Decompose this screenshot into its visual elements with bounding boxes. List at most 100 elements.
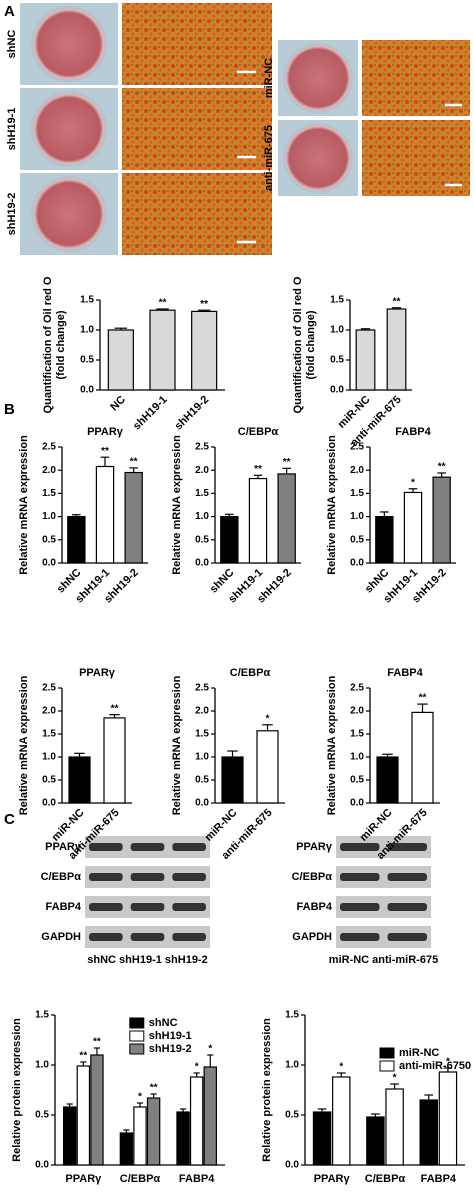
y-tick-label: 2.5 bbox=[350, 683, 364, 694]
y-tick-label: 0.0 bbox=[80, 385, 94, 396]
blot-row-label: FABP4 bbox=[46, 901, 82, 913]
y-axis-label: Quantification of Oil red O bbox=[292, 276, 304, 413]
blot-row-label: C/EBPα bbox=[292, 871, 333, 883]
blot-strip bbox=[336, 866, 431, 888]
blot-strip bbox=[336, 926, 431, 948]
error-bar bbox=[100, 456, 110, 467]
error-bar bbox=[74, 752, 85, 757]
bar bbox=[107, 329, 134, 391]
y-tick-label: 1.5 bbox=[42, 729, 56, 740]
bar bbox=[119, 1132, 134, 1166]
significance: ** bbox=[200, 299, 208, 310]
significance: ** bbox=[130, 457, 138, 468]
x-tick-label: shH19-2 bbox=[173, 394, 212, 433]
image-label: shH19-2 bbox=[6, 193, 18, 236]
error-bar bbox=[136, 1102, 144, 1107]
dish bbox=[283, 123, 353, 193]
error-bar bbox=[408, 488, 418, 493]
error-bar bbox=[262, 724, 273, 731]
bar bbox=[248, 477, 268, 564]
legend-label: anti-miR-6750 bbox=[399, 1060, 471, 1072]
bar bbox=[63, 1106, 77, 1166]
dish bbox=[283, 43, 353, 113]
blot-strip bbox=[336, 896, 431, 918]
legend-label: miR-NC bbox=[399, 1047, 439, 1059]
y-tick-label: 1.5 bbox=[350, 729, 364, 740]
bar bbox=[332, 1076, 351, 1166]
error-bar bbox=[227, 750, 238, 757]
y-tick-label: 2.0 bbox=[350, 465, 364, 476]
significance: ** bbox=[111, 703, 119, 714]
bar bbox=[176, 1111, 190, 1166]
x-tick-label: shH19-1 bbox=[131, 394, 170, 433]
significance: ** bbox=[419, 693, 427, 704]
significance: ** bbox=[79, 1051, 87, 1062]
y-tick-label: 0.5 bbox=[195, 534, 209, 545]
y-axis-label: Relative mRNA expression bbox=[171, 435, 183, 575]
blot-band bbox=[387, 873, 427, 881]
y-axis-label: Relative protein expression bbox=[261, 1018, 273, 1162]
error-bar bbox=[437, 472, 446, 478]
blot-lane-labels: miR-NC anti-miR-675 bbox=[329, 954, 438, 966]
dish bbox=[31, 176, 107, 252]
significance: * bbox=[411, 477, 415, 488]
y-tick-label: 1.5 bbox=[42, 488, 56, 499]
y-tick-label: 1.0 bbox=[350, 752, 364, 763]
bar bbox=[256, 730, 279, 804]
y-tick-label: 0.5 bbox=[42, 775, 56, 786]
dish bbox=[31, 6, 107, 82]
bar bbox=[203, 1066, 217, 1166]
bar bbox=[68, 756, 91, 804]
x-tick-label: C/EBPα bbox=[120, 1173, 161, 1185]
blot-row-label: PPARγ bbox=[296, 841, 333, 853]
blot-band bbox=[340, 873, 380, 881]
chart-title: FABP4 bbox=[395, 426, 431, 438]
error-bar bbox=[391, 307, 402, 309]
y-axis-label: Quantification of Oil red O bbox=[42, 276, 54, 413]
y-axis-label: Relative protein expression bbox=[11, 1018, 23, 1162]
bar bbox=[376, 756, 399, 804]
blot-band bbox=[172, 903, 206, 911]
significance: * bbox=[138, 1092, 142, 1103]
x-tick-label: FABP4 bbox=[421, 1173, 457, 1185]
blot-band bbox=[89, 873, 123, 881]
image-label: shH19-1 bbox=[6, 108, 18, 151]
y-tick-label: 0.5 bbox=[330, 355, 344, 366]
error-bar bbox=[225, 513, 234, 517]
y-tick-label: 1.0 bbox=[350, 511, 364, 522]
error-bar bbox=[360, 328, 371, 330]
error-bar bbox=[424, 1094, 434, 1100]
y-tick-label: 1.5 bbox=[350, 488, 364, 499]
bar bbox=[221, 756, 244, 804]
blot-band bbox=[130, 933, 165, 941]
y-tick-label: 0.0 bbox=[195, 558, 209, 569]
y-tick-label: 1.5 bbox=[35, 1010, 49, 1021]
bar bbox=[432, 476, 451, 564]
blot-band bbox=[387, 933, 427, 941]
bar bbox=[189, 1076, 204, 1166]
error-bar bbox=[150, 1093, 157, 1098]
y-tick-label: 0.0 bbox=[350, 798, 364, 809]
blot-band bbox=[340, 843, 380, 851]
error-bar bbox=[72, 514, 81, 517]
bar bbox=[95, 465, 115, 564]
y-tick-label: 1.0 bbox=[285, 1060, 299, 1071]
bar bbox=[67, 515, 86, 564]
error-bar bbox=[443, 1067, 453, 1072]
bar bbox=[411, 711, 434, 804]
legend-swatch bbox=[379, 1047, 395, 1059]
legend-swatch bbox=[129, 1043, 145, 1055]
bar bbox=[375, 515, 394, 564]
significance: * bbox=[208, 1044, 212, 1055]
y-axis-label: Relative mRNA expression bbox=[326, 435, 338, 575]
blot-row-label: PPARγ bbox=[45, 841, 82, 853]
image-label: miR-NC bbox=[263, 58, 275, 98]
y-axis-label: Relative mRNA expression bbox=[18, 675, 30, 815]
y-tick-label: 1.0 bbox=[195, 511, 209, 522]
error-bar bbox=[197, 309, 211, 312]
image-label: anti-miR-675 bbox=[263, 125, 275, 191]
panel-label: A bbox=[4, 3, 15, 20]
y-tick-label: 0.0 bbox=[285, 1160, 299, 1171]
chart-title: C/EBPα bbox=[230, 667, 271, 679]
